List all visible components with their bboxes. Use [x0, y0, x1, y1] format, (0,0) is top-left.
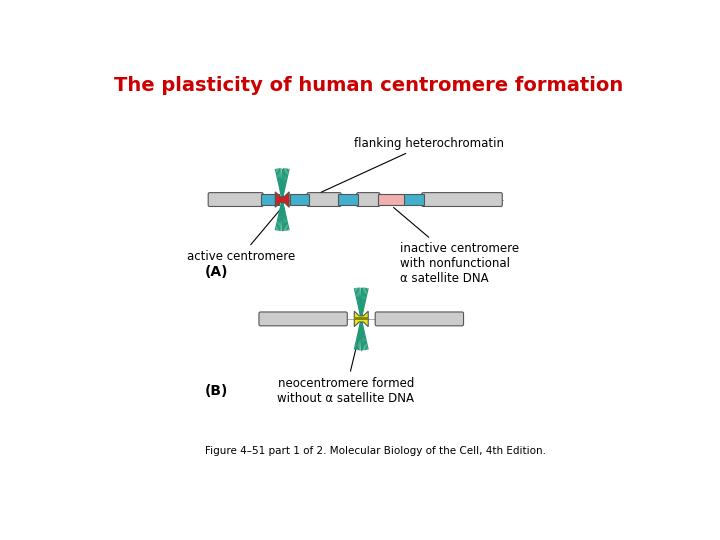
Bar — [261, 194, 279, 205]
Bar — [338, 194, 358, 205]
FancyBboxPatch shape — [208, 193, 264, 206]
FancyBboxPatch shape — [356, 193, 380, 206]
Polygon shape — [354, 311, 368, 327]
Text: inactive centromere
with nonfunctional
α satellite DNA: inactive centromere with nonfunctional α… — [394, 207, 519, 285]
Text: Figure 4–51 part 1 of 2. Molecular Biology of the Cell, 4th Edition.: Figure 4–51 part 1 of 2. Molecular Biolo… — [204, 446, 546, 456]
Polygon shape — [275, 192, 289, 207]
Bar — [354, 318, 368, 320]
FancyBboxPatch shape — [259, 312, 347, 326]
Bar — [378, 194, 405, 205]
Text: (B): (B) — [204, 384, 228, 399]
Text: flanking heterochromatin: flanking heterochromatin — [321, 137, 503, 192]
FancyBboxPatch shape — [307, 193, 341, 206]
Bar — [404, 194, 424, 205]
Text: (A): (A) — [204, 265, 228, 279]
Text: The plasticity of human centromere formation: The plasticity of human centromere forma… — [114, 76, 624, 96]
FancyBboxPatch shape — [375, 312, 464, 326]
FancyBboxPatch shape — [422, 193, 503, 206]
Text: neocentromere formed
without α satellite DNA: neocentromere formed without α satellite… — [277, 329, 414, 404]
Text: active centromere: active centromere — [187, 210, 295, 262]
Bar — [290, 194, 309, 205]
